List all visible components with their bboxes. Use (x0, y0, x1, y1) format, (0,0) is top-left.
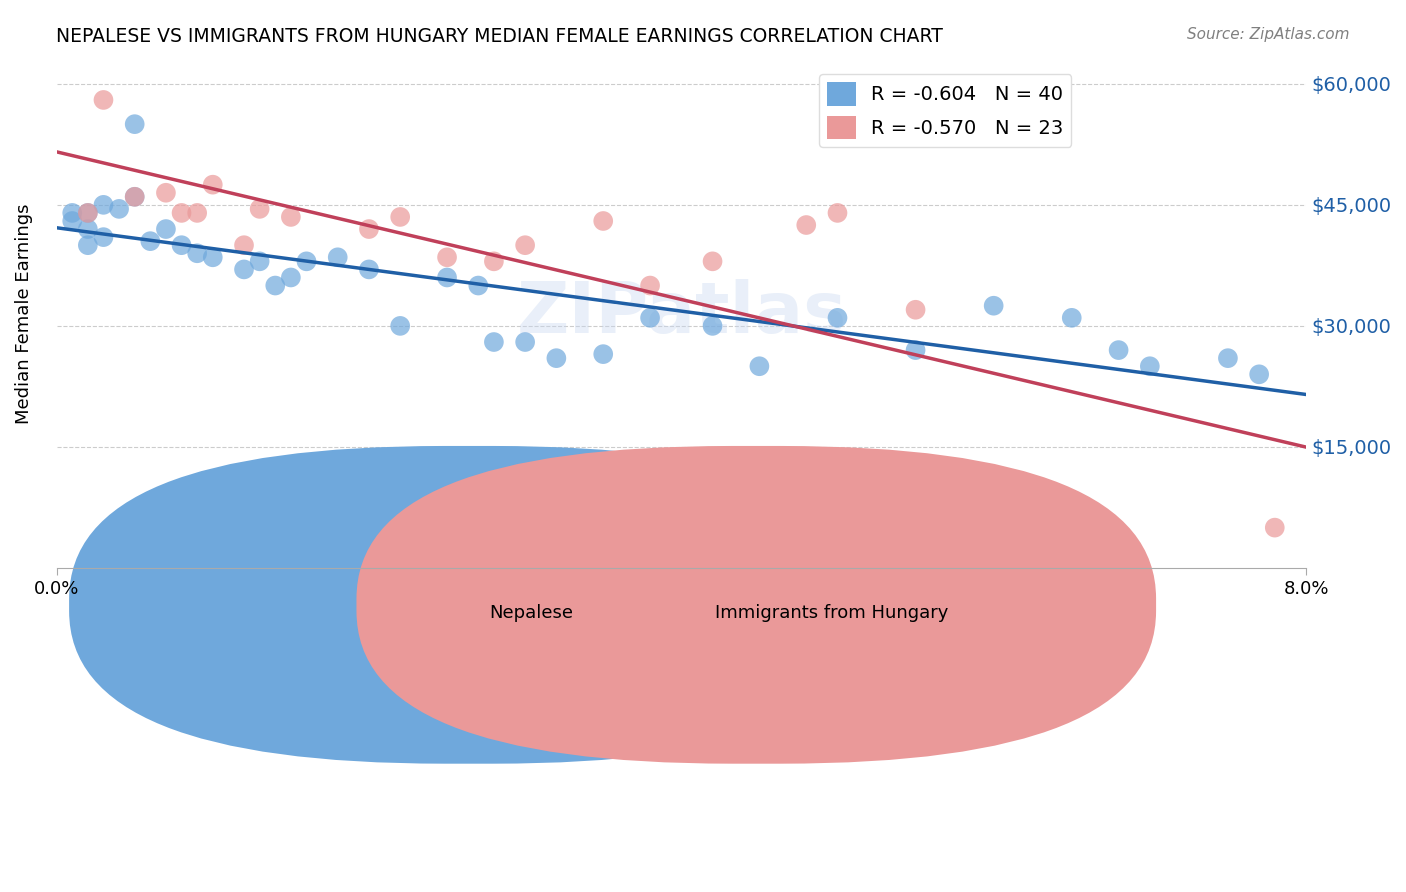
Text: Nepalese: Nepalese (489, 604, 574, 622)
Point (748, 359, 770, 374)
Point (186, 206, 208, 220)
Point (592, 347, 614, 361)
Point (1139, 359, 1161, 374)
Point (60, 206, 83, 220)
Point (93, 93, 115, 107)
Point (389, 318, 412, 333)
Y-axis label: Median Female Earnings: Median Female Earnings (15, 203, 32, 424)
Point (124, 190, 146, 204)
Point (1264, 521, 1286, 535)
Point (76, 222, 98, 236)
Point (280, 270, 302, 285)
FancyBboxPatch shape (69, 446, 869, 764)
Point (638, 310, 661, 325)
Point (702, 254, 724, 268)
Point (702, 318, 724, 333)
Point (233, 238, 256, 252)
Point (1249, 368, 1271, 382)
Point (155, 222, 177, 236)
Point (827, 310, 849, 325)
Point (482, 254, 505, 268)
Point (357, 262, 380, 277)
Point (170, 238, 193, 252)
Point (249, 202, 271, 216)
Point (201, 178, 224, 192)
Text: NEPALESE VS IMMIGRANTS FROM HUNGARY MEDIAN FEMALE EARNINGS CORRELATION CHART: NEPALESE VS IMMIGRANTS FROM HUNGARY MEDI… (56, 27, 943, 45)
Point (233, 262, 256, 277)
Text: Immigrants from Hungary: Immigrants from Hungary (714, 604, 948, 622)
Point (513, 238, 536, 252)
Point (1216, 351, 1239, 366)
Point (904, 343, 927, 357)
Point (201, 250, 224, 264)
Point (389, 210, 412, 224)
Point (513, 334, 536, 349)
Point (827, 206, 849, 220)
Point (546, 351, 568, 366)
Point (264, 278, 287, 293)
Point (467, 278, 489, 293)
Point (638, 278, 661, 293)
Point (436, 270, 458, 285)
FancyBboxPatch shape (357, 446, 1156, 764)
Point (93, 198, 115, 212)
Point (1108, 343, 1130, 357)
Point (295, 254, 318, 268)
Legend: R = -0.604   N = 40, R = -0.570   N = 23: R = -0.604 N = 40, R = -0.570 N = 23 (818, 74, 1071, 147)
Point (1060, 310, 1083, 325)
Point (60, 214, 83, 228)
Point (76, 206, 98, 220)
Text: ZIPatlas: ZIPatlas (516, 279, 846, 348)
Point (139, 234, 162, 248)
Point (280, 210, 302, 224)
Point (482, 334, 505, 349)
Point (93, 230, 115, 244)
Point (983, 299, 1005, 313)
Point (249, 254, 271, 268)
Point (592, 214, 614, 228)
Point (1060, 537, 1083, 551)
Point (170, 206, 193, 220)
Point (124, 117, 146, 131)
Point (186, 246, 208, 260)
Point (76, 206, 98, 220)
Point (794, 218, 817, 232)
Point (436, 250, 458, 264)
Point (326, 250, 349, 264)
Point (108, 202, 131, 216)
Text: Source: ZipAtlas.com: Source: ZipAtlas.com (1187, 27, 1350, 42)
Point (155, 186, 177, 200)
Point (76, 238, 98, 252)
Point (124, 190, 146, 204)
Point (357, 222, 380, 236)
Point (904, 302, 927, 317)
